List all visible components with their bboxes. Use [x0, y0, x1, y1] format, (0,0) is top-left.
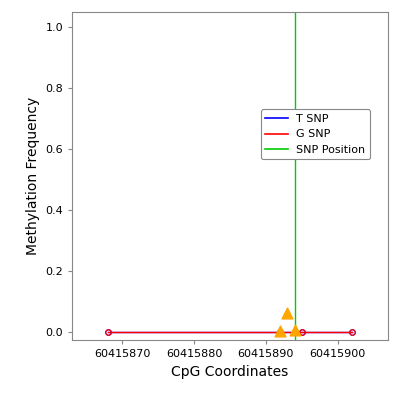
Point: [284, 310, 291, 317]
Point: [277, 328, 284, 334]
Legend: T SNP, G SNP, SNP Position: T SNP, G SNP, SNP Position: [261, 109, 370, 159]
X-axis label: CpG Coordinates: CpG Coordinates: [171, 364, 289, 378]
Y-axis label: Methylation Frequency: Methylation Frequency: [26, 97, 40, 255]
Point: [292, 327, 298, 333]
